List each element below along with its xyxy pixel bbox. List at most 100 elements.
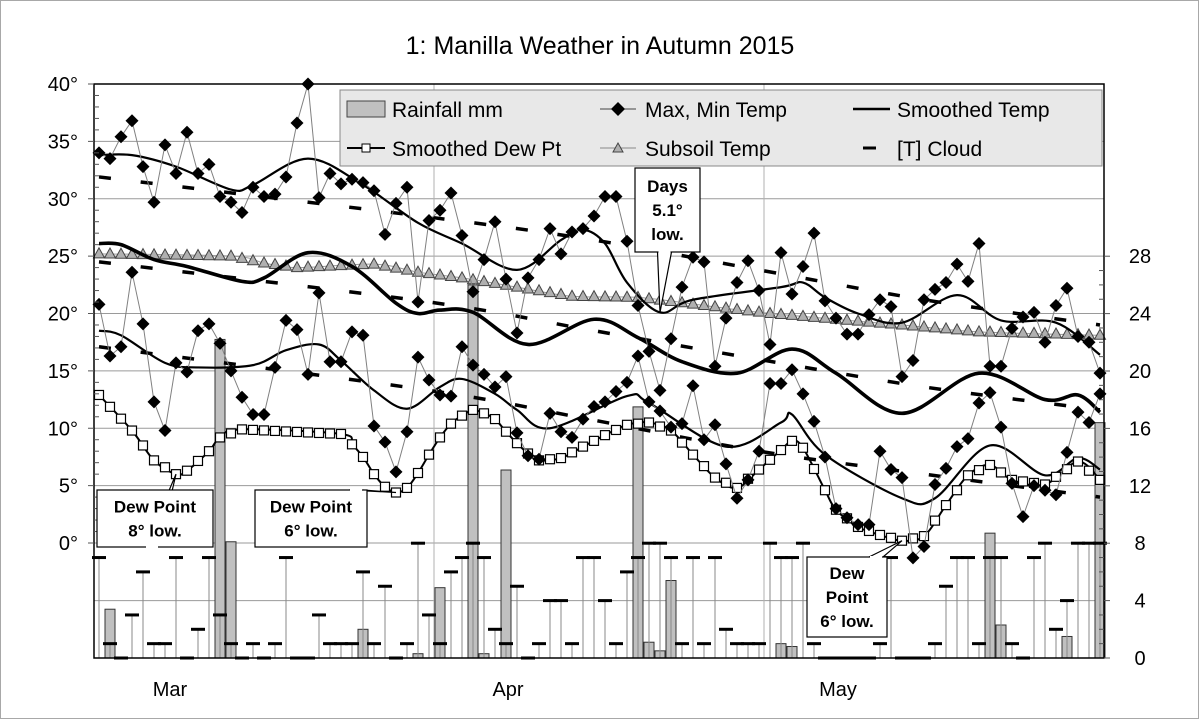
max-temp-diamond: [169, 167, 183, 181]
min-temp-diamond: [730, 491, 744, 505]
subsoil-triangle: [323, 259, 337, 271]
min-temp-diamond: [873, 444, 887, 458]
max-temp-diamond: [323, 167, 337, 181]
dew-point-square: [951, 485, 963, 496]
min-temp-diamond: [796, 387, 810, 401]
dew-point-square: [1072, 456, 1084, 467]
min-temp-diamond: [631, 349, 645, 363]
min-temp-diamond: [136, 317, 150, 331]
max-temp-diamond: [807, 226, 821, 240]
legend-diamond-icon: [611, 102, 625, 116]
subsoil-triangle: [620, 290, 634, 302]
left-axis-label: 5°: [59, 476, 78, 498]
max-temp-diamond: [609, 189, 623, 203]
max-temp-diamond: [763, 337, 777, 351]
min-temp-diamond: [1082, 416, 1096, 430]
callout-pointer: [656, 251, 673, 313]
max-temp-diamond: [477, 253, 491, 267]
max-temp-diamond: [147, 195, 161, 209]
max-temp-diamond: [312, 191, 326, 205]
left-axis-label: 15°: [48, 361, 78, 383]
max-temp-diamond: [389, 196, 403, 210]
min-temp-diamond: [378, 435, 392, 449]
max-temp-diamond: [598, 189, 612, 203]
min-temp-diamond: [851, 518, 865, 532]
min-temp-diamond: [598, 395, 612, 409]
dew-point-square: [907, 533, 919, 544]
subsoil-triangle: [950, 322, 964, 335]
max-temp-diamond: [202, 157, 216, 171]
right-axis-label: 16: [1129, 418, 1151, 440]
legend: Rainfall mm Max, Min Temp Smoothed Temp …: [339, 89, 1103, 167]
max-temp-diamond: [356, 176, 370, 190]
dew-point-square: [313, 427, 325, 439]
subsoil-triangle: [807, 310, 821, 322]
subsoil-triangle: [334, 258, 348, 271]
dew-point-square: [269, 425, 281, 437]
max-temp-diamond: [994, 359, 1008, 373]
min-temp-diamond: [983, 386, 997, 400]
callout-pointer: [868, 540, 903, 558]
subsoil-triangle: [1049, 327, 1063, 339]
min-temp-diamond: [433, 388, 447, 402]
month-label: May: [819, 679, 857, 701]
normal-min-line: [98, 345, 1101, 499]
min-temp-diamond: [818, 450, 832, 464]
max-temp-diamond: [785, 287, 799, 301]
left-axis-label: 10°: [48, 418, 78, 440]
subsoil-triangle: [103, 246, 117, 259]
max-temp-diamond: [620, 234, 634, 248]
min-temp-diamond: [246, 407, 260, 421]
min-temp-diamond: [191, 324, 205, 338]
min-temp-diamond: [1005, 476, 1019, 490]
min-temp-diamond: [444, 389, 458, 403]
subsoil-triangle: [477, 274, 491, 287]
max-temp-diamond: [576, 222, 590, 236]
min-temp-diamond: [400, 425, 414, 439]
subsoil-triangle: [1016, 326, 1030, 338]
subsoil-triangle: [906, 318, 920, 331]
legend-rainfall-swatch: [346, 100, 386, 118]
max-temp-diamond: [345, 172, 359, 186]
min-temp-diamond: [334, 355, 348, 369]
max-temp-diamond: [818, 294, 832, 308]
dew-point-square: [654, 421, 666, 432]
max-temp-diamond: [466, 285, 480, 299]
max-temp-diamond: [532, 253, 546, 267]
max-temp-diamond: [917, 293, 931, 307]
subsoil-triangle: [1060, 327, 1074, 339]
axes: 40° 35° 30° 25° 20° 15° 10° 5° 0° 28 24 20 16 12 8 4 0 Ma…: [48, 74, 1151, 701]
dew-point-square: [775, 444, 787, 456]
min-temp-diamond: [719, 457, 733, 471]
min-temp-diamond: [576, 412, 590, 426]
min-temp-line: [98, 272, 1101, 560]
min-temp-diamond: [741, 473, 755, 487]
min-temp-diamond: [158, 424, 172, 438]
callout-box: [634, 167, 701, 253]
subsoil-triangle: [510, 280, 524, 292]
subsoil-triangle: [389, 261, 403, 273]
max-temp-diamond: [488, 215, 502, 229]
subsoil-triangle: [598, 289, 612, 302]
max-temp-diamond: [884, 300, 898, 314]
subsoil-triangle: [400, 263, 414, 275]
max-temp-diamond: [631, 298, 645, 312]
right-axis-label: 28: [1129, 246, 1151, 268]
min-temp-diamond: [510, 426, 524, 440]
subsoil-triangle: [191, 248, 205, 261]
min-temp-diamond: [609, 385, 623, 399]
min-temp-diamond: [422, 373, 436, 387]
max-temp-diamond: [664, 332, 678, 346]
dew-point-square: [797, 442, 809, 453]
subsoil-triangle: [301, 260, 315, 272]
dew-point-square: [335, 428, 347, 440]
max-temp-diamond: [554, 247, 568, 261]
min-temp-diamond: [785, 363, 799, 377]
subsoil-triangle: [532, 283, 546, 296]
dew-point-square: [225, 428, 237, 439]
dew-point-square: [1094, 474, 1106, 485]
left-axis-label: 40°: [48, 74, 78, 96]
dew-point-square: [1017, 476, 1029, 487]
subsoil-triangle: [939, 321, 953, 334]
annotation-text: Dew Point: [270, 498, 353, 517]
